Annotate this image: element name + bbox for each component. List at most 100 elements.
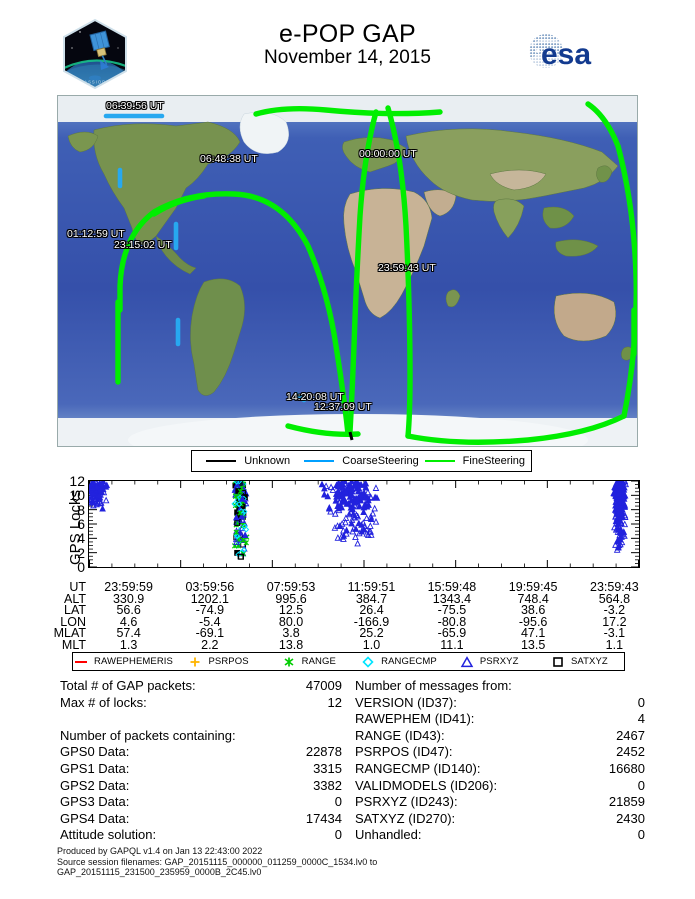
stat-row-validmodels: VALIDMODELS (ID206): 0 [355,778,645,795]
stat-row-satxyz: SATXYZ (ID270): 2430 [355,811,645,828]
map-time-label: 23:15:02 UT [114,239,172,251]
patch-label: CASSIOPE [80,80,109,85]
cell: 26.4 [359,603,384,618]
star-icon [284,657,294,666]
cell: 1.0 [362,637,381,652]
cell: 12.5 [278,603,304,618]
cell: 995.6 [275,591,307,606]
legend-label: PSRXYZ [479,656,519,667]
stat-value: 3382 [313,777,342,793]
cell: 23:59:59 [104,580,153,594]
stat-row-psrxyz: PSRXYZ (ID243): 21859 [355,794,645,811]
legend-item-rangecmp: RANGECMP [353,655,443,668]
cell: -3.1 [603,626,626,641]
legend-item-unknown: Unknown [192,455,304,467]
footer-line-source-1: Source session filenames: GAP_20151115_0… [57,856,378,867]
stat-value: 2430 [616,810,645,826]
stat-value: 4 [637,711,645,727]
cell: 1.3 [119,637,138,652]
stat-row-attitude: Attitude solution: 0 [60,827,342,844]
cell: 25.2 [359,626,384,641]
packet-statistics-column: Total # of GAP packets: 47009 Max # of l… [60,678,342,844]
stat-value: 0 [637,777,645,793]
stat-label: PSRXYZ (ID243): [355,794,458,810]
y-tick: 10 [69,487,85,504]
row-label: ALT [64,591,86,606]
world-map-ground-track[interactable]: 06:39:56 UT 06:48:38 UT 00:00:00 UT 01:1… [57,95,638,447]
cell: -80.8 [437,614,467,629]
cell: -74.9 [195,603,225,618]
stat-label: GPS0 Data: [60,744,130,760]
cell: 17.2 [602,614,627,629]
table-row-lat: LAT 56.6 -74.9 12.5 26.4 -75.5 38.6 -3.2 [40,603,655,618]
legend-label: CoarseSteering [342,455,419,467]
cell: 4.6 [119,614,138,629]
message-statistics-column: Number of messages from: VERSION (ID37):… [355,678,645,844]
gps-locks-scatter-plot[interactable]: GPS Locks 12 10 8 6 4 2 0 [67,473,640,575]
cell: -75.5 [437,603,467,618]
map-time-label: 00:00:00 UT [359,148,417,160]
map-time-label: 06:39:56 UT [106,100,164,112]
legend-label: FineSteering [462,455,526,467]
scatter-canvas [89,481,639,567]
stat-row-gps4: GPS4 Data: 17434 [60,811,342,828]
plus-icon [190,657,200,666]
cell: 2.2 [201,637,219,652]
legend-label: SATXYZ [570,656,608,667]
y-tick: 8 [77,501,85,518]
cell: -95.6 [518,614,548,629]
stat-row-gps3: GPS3 Data: 0 [60,794,342,811]
stat-row-gps1: GPS1 Data: 3315 [60,761,342,778]
stat-value: 2452 [616,744,645,760]
cell: 38.6 [520,603,546,618]
legend-label: Unknown [244,455,291,467]
cell: 330.9 [112,591,145,606]
track-type-legend: Unknown CoarseSteering FineSteering [191,450,532,472]
row-label: UT [69,580,86,594]
stat-value: 21859 [608,794,645,810]
stat-row-total-packets: Total # of GAP packets: 47009 [60,678,342,695]
cell: 748.4 [517,591,549,606]
stat-label: GPS3 Data: [60,794,130,810]
stat-value: 2467 [616,727,645,743]
cell: -3.2 [603,603,626,618]
legend-item-satxyz: SATXYZ [534,656,624,668]
row-label: LAT [64,603,86,618]
page-subtitle: November 14, 2015 [264,47,431,68]
cell: -65.9 [437,626,467,641]
row-label: LON [60,614,86,629]
page-title: e-POP GAP [278,20,416,48]
cell: 564.8 [598,591,631,606]
stat-label: RANGE (ID43): [355,727,445,743]
stat-value: 12 [327,694,342,710]
stat-row-gps2: GPS2 Data: 3382 [60,778,342,795]
cell: -5.4 [199,614,221,629]
legend-item-finesteering: FineSteering [419,455,531,467]
table-row-lon: LON 4.6 -5.4 80.0 -166.9 -80.8 -95.6 17.… [40,614,655,629]
cell: 15:59:48 [427,580,477,594]
stat-label: RANGECMP (ID140): [355,760,481,776]
footer-line-producer: Produced by GAPQL v1.4 on Jan 13 22:43:0… [57,846,263,856]
stat-value: 0 [637,827,645,843]
stat-label: RAWEPHEM (ID41): [355,711,475,727]
stat-value: 22878 [305,744,342,760]
legend-label: RANGE [301,656,336,667]
y-tick: 0 [77,559,85,575]
cell: 13.8 [278,637,304,652]
esa-wordmark: esa [541,38,591,71]
coarsesteering-line-swatch [304,460,335,462]
map-time-label: 12:37:09 UT [314,401,372,413]
legend-label: RAWEPHEMERIS [94,656,173,667]
ephemeris-table: UT 23:59:59 03:59:56 07:59:53 11:59:51 1… [40,580,655,652]
stat-label: GPS2 Data: [60,777,130,793]
stat-row-psrpos: PSRPOS (ID47): 2452 [355,744,645,761]
cell: 07:59:53 [266,580,316,594]
stat-row-rawephem: RAWEPHEM (ID41): 4 [355,711,645,728]
footer-line-source-2: GAP_20151115_231500_235959_0000B_2C45.lv… [57,867,262,877]
cassiope-mission-patch-icon: CASSIOPE [60,18,130,90]
triangle-icon [460,655,474,667]
legend-item-range: RANGE [263,656,353,668]
cell: 384.7 [355,591,388,606]
square-icon [553,656,563,667]
y-axis-ticks: 12 10 8 6 4 2 0 [65,473,85,575]
